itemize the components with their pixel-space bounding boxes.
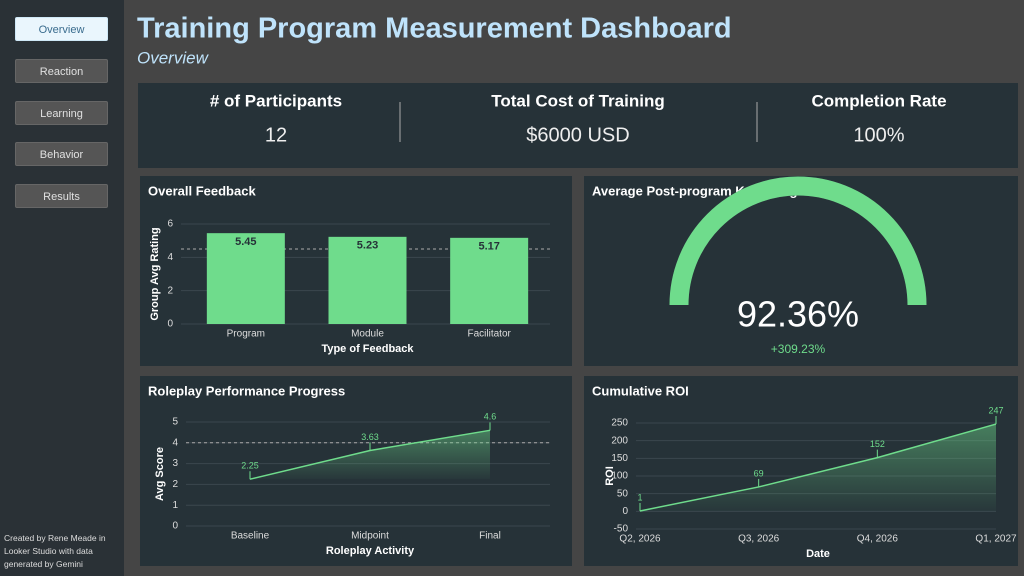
kpi-label: # of Participants [210,91,342,110]
footer-note: Created by Rene Meade in Looker Studio w… [4,533,106,569]
gauge-arc [669,176,927,306]
y-axis-label: Group Avg Rating [149,227,161,320]
data-label: 5.45 [235,236,256,248]
bar [206,233,285,324]
y-tick-label: 2 [172,479,178,490]
x-tick-label: Facilitator [467,329,511,340]
panel-title: Cumulative ROI [592,383,689,398]
kpi-value: 12 [265,124,287,146]
x-tick-label: Q1, 2027 [975,534,1017,545]
y-tick-label: 250 [611,418,628,429]
y-axis-label: ROI [604,466,616,486]
nav-button[interactable]: Results [15,184,108,208]
y-tick-label: 0 [167,319,173,330]
y-tick-label: 3 [172,458,178,469]
y-tick-label: 100 [611,471,628,482]
panel-title: Roleplay Performance Progress [148,383,345,398]
kpi-value: $6000 USD [526,124,629,146]
gauge-value: 92.36% [737,294,859,335]
data-label: 5.17 [478,241,499,253]
x-tick-label: Baseline [231,531,270,542]
y-tick-label: 0 [172,521,178,532]
area [640,424,996,512]
bar [328,236,407,324]
x-tick-label: Q4, 2026 [857,534,899,545]
nav-button[interactable]: Learning [15,101,108,125]
sidebar: Overview Reaction Learning Behavior Resu… [0,0,124,576]
x-tick-label: Final [479,531,501,542]
x-tick-label: Midpoint [351,531,389,542]
kpi-label: Total Cost of Training [491,91,664,110]
x-tick-label: Module [351,329,384,340]
kpi-panel [138,83,1018,168]
nav-button[interactable]: Behavior [15,142,108,166]
panel-title: Overall Feedback [148,183,256,198]
bar [450,237,529,324]
y-tick-label: -50 [614,524,629,535]
x-axis-label: Roleplay Activity [326,545,415,557]
page-title: Training Program Measurement Dashboard [137,13,732,45]
line [639,423,997,512]
y-tick-label: 6 [167,219,173,230]
kpi-value: 100% [853,124,904,146]
gauge-delta: +309.23% [771,342,826,356]
area [250,430,490,480]
y-tick-label: 1 [172,500,178,511]
nav-button[interactable]: Reaction [15,59,108,83]
data-label: 2.25 [241,461,259,471]
nav-button[interactable]: Overview [15,17,108,41]
panel [584,176,1018,366]
data-label: 152 [870,439,885,449]
data-label: 3.63 [361,432,379,442]
y-tick-label: 50 [617,488,629,499]
data-label: 5.23 [357,240,378,252]
x-axis-label: Type of Feedback [321,343,414,355]
y-tick-label: 4 [167,252,173,263]
data-label: 4.6 [484,412,497,422]
data-label: 247 [988,405,1003,415]
kpi-label: Completion Rate [811,91,946,110]
y-axis-label: Avg Score [154,447,166,501]
x-axis-label: Date [806,548,830,560]
y-tick-label: 150 [611,453,628,464]
x-tick-label: Q3, 2026 [738,534,780,545]
page-subtitle: Overview [137,48,210,67]
x-tick-label: Program [227,329,265,340]
data-label: 1 [637,492,642,502]
y-tick-label: 2 [167,285,173,296]
y-tick-label: 4 [172,437,178,448]
y-tick-label: 200 [611,435,628,446]
data-label: 69 [754,468,764,478]
y-tick-label: 0 [622,506,628,517]
y-tick-label: 5 [172,417,178,428]
x-tick-label: Q2, 2026 [619,534,661,545]
